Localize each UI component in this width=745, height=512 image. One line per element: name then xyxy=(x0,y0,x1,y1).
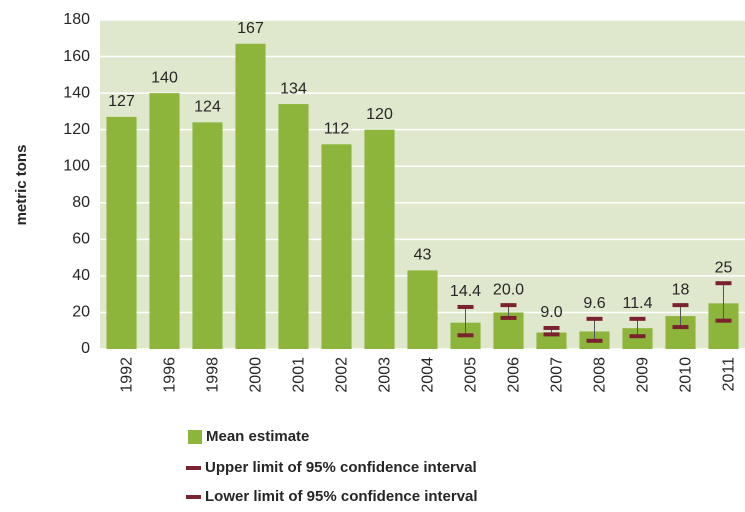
bar xyxy=(149,93,180,349)
x-tick-label: 2001 xyxy=(291,357,308,393)
y-tick-label: 160 xyxy=(63,48,90,65)
legend-label: Mean estimate xyxy=(206,428,309,445)
y-tick-label: 120 xyxy=(63,121,90,138)
bar xyxy=(278,104,309,349)
x-tick-label: 2003 xyxy=(377,357,394,393)
x-tick-label: 2008 xyxy=(592,357,609,393)
legend-swatch xyxy=(188,430,202,444)
x-tick-label: 2000 xyxy=(248,357,265,393)
value-label: 127 xyxy=(108,93,135,110)
bar xyxy=(364,129,395,349)
bar xyxy=(235,43,266,350)
value-label: 140 xyxy=(151,69,178,86)
value-label: 18 xyxy=(672,281,690,298)
bar xyxy=(321,144,352,349)
y-tick-label: 20 xyxy=(72,304,90,321)
y-tick-label: 80 xyxy=(72,194,90,211)
y-tick-label: 40 xyxy=(72,267,90,284)
bar xyxy=(407,270,438,349)
legend-label: Lower limit of 95% confidence interval xyxy=(205,488,478,505)
value-label: 20.0 xyxy=(493,281,524,298)
x-tick-label: 2002 xyxy=(334,357,351,393)
value-label: 9.6 xyxy=(583,295,605,312)
value-label: 120 xyxy=(366,106,393,123)
value-label: 9.0 xyxy=(540,304,562,321)
legend-label: Upper limit of 95% confidence interval xyxy=(205,459,477,476)
y-tick-label: 180 xyxy=(63,11,90,28)
x-tick-label: 2007 xyxy=(549,357,566,393)
value-label: 112 xyxy=(324,121,350,138)
value-label: 167 xyxy=(237,20,264,37)
bar xyxy=(106,116,137,349)
x-tick-label: 1998 xyxy=(205,357,222,393)
x-tick-label: 1992 xyxy=(119,357,136,393)
x-tick-label: 2006 xyxy=(506,357,523,393)
y-tick-label: 0 xyxy=(81,340,90,357)
value-label: 25 xyxy=(715,259,733,276)
y-tick-label: 60 xyxy=(72,231,90,248)
value-label: 134 xyxy=(280,80,307,97)
bar xyxy=(536,332,567,349)
y-tick-label: 140 xyxy=(63,84,90,101)
value-label: 43 xyxy=(414,247,432,264)
value-label: 11.4 xyxy=(623,295,653,312)
y-tick-label: 100 xyxy=(63,157,90,174)
bar xyxy=(192,122,223,349)
x-tick-label: 2005 xyxy=(463,357,480,393)
x-tick-label: 2004 xyxy=(420,357,437,393)
x-tick-label: 1996 xyxy=(162,357,179,393)
y-axis-label: metric tons xyxy=(13,145,30,226)
x-tick-label: 2010 xyxy=(678,357,695,393)
x-tick-label: 2009 xyxy=(635,357,652,393)
bar xyxy=(622,328,653,349)
value-label: 124 xyxy=(194,99,221,116)
x-tick-label: 2011 xyxy=(721,357,738,392)
value-label: 14.4 xyxy=(450,283,481,300)
